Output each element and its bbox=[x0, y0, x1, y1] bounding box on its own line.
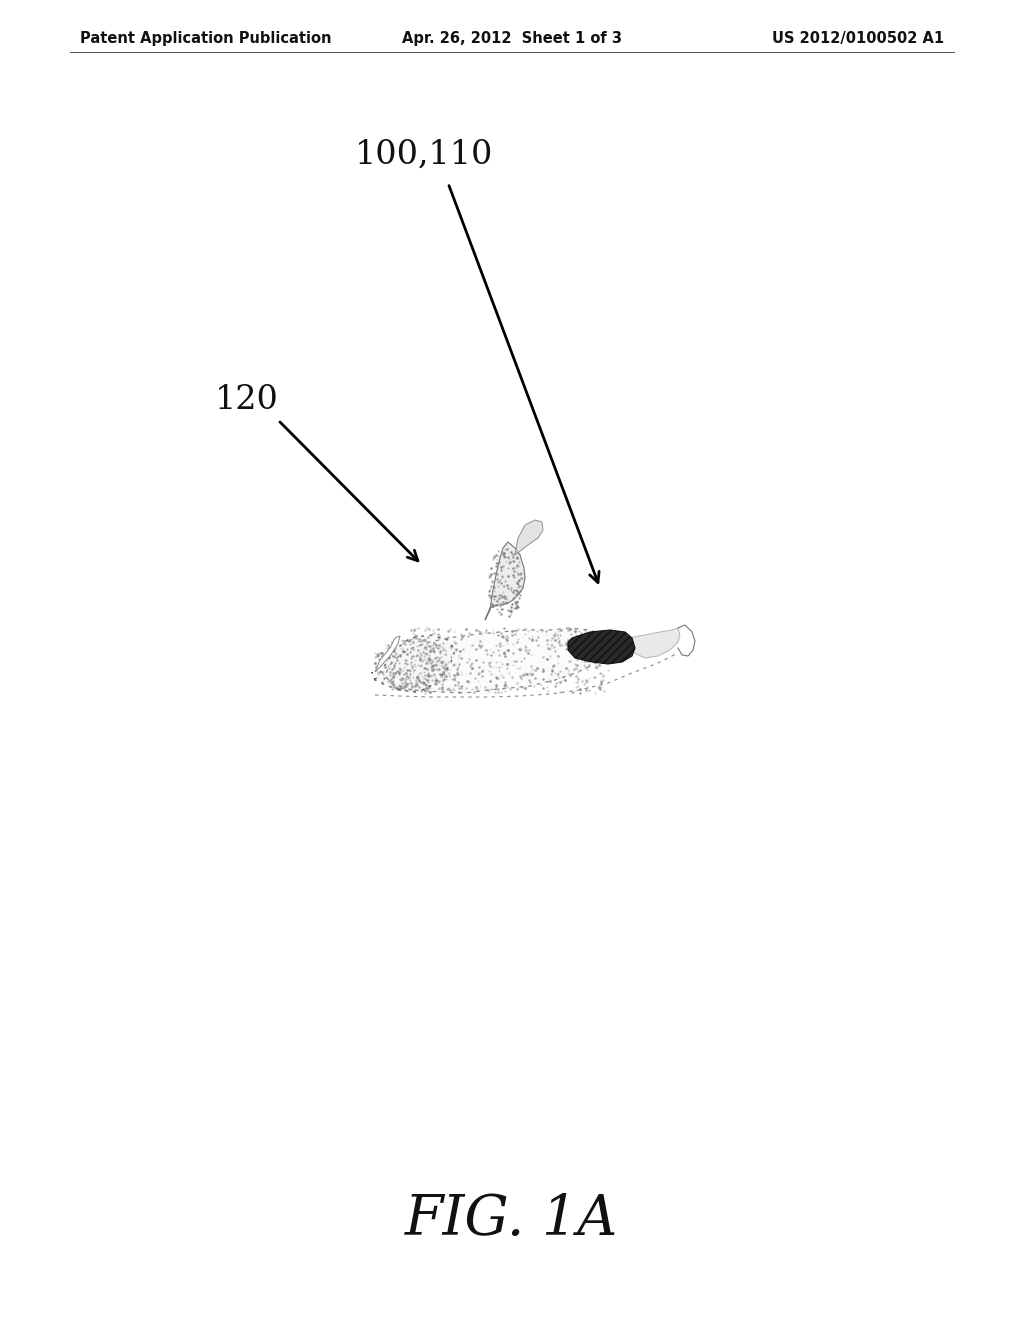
Polygon shape bbox=[485, 543, 525, 620]
Text: 120: 120 bbox=[215, 384, 279, 416]
Text: Patent Application Publication: Patent Application Publication bbox=[80, 30, 332, 45]
Text: US 2012/0100502 A1: US 2012/0100502 A1 bbox=[772, 30, 944, 45]
Polygon shape bbox=[515, 520, 543, 554]
Polygon shape bbox=[628, 628, 680, 657]
Polygon shape bbox=[568, 630, 635, 664]
Polygon shape bbox=[372, 635, 455, 692]
Polygon shape bbox=[375, 636, 400, 672]
Text: Apr. 26, 2012  Sheet 1 of 3: Apr. 26, 2012 Sheet 1 of 3 bbox=[402, 30, 622, 45]
Text: 100,110: 100,110 bbox=[355, 139, 494, 172]
Text: FIG. 1A: FIG. 1A bbox=[406, 1193, 618, 1247]
Polygon shape bbox=[385, 628, 608, 693]
